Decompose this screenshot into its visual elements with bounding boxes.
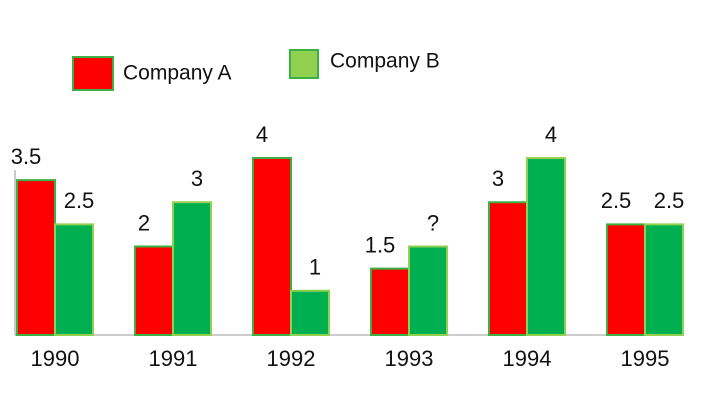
bar <box>606 223 646 336</box>
value-label: 3 <box>191 166 203 191</box>
value-label: 1.5 <box>365 232 396 257</box>
value-label: 2.5 <box>64 188 95 213</box>
bar <box>488 201 528 336</box>
x-tick-label: 1992 <box>267 346 316 371</box>
x-tick-label: 1995 <box>621 346 670 371</box>
value-label: 3.5 <box>11 144 42 169</box>
x-tick-label: 1993 <box>385 346 434 371</box>
bar <box>252 157 292 336</box>
x-tick-label: 1990 <box>31 346 80 371</box>
x-tick-label: 1991 <box>149 346 198 371</box>
bar <box>172 201 212 336</box>
bar <box>134 245 174 336</box>
value-label: 2.5 <box>601 188 632 213</box>
bar <box>408 245 448 336</box>
legend-swatch <box>289 49 319 79</box>
bar <box>370 267 410 336</box>
value-label: 1 <box>309 255 321 280</box>
value-label: ? <box>427 210 439 235</box>
legend-label: Company B <box>330 50 440 73</box>
value-label: 2.5 <box>654 188 685 213</box>
value-label: 3 <box>492 166 504 191</box>
value-label: 4 <box>545 122 557 147</box>
value-label: 4 <box>256 122 268 147</box>
legend-swatch <box>72 56 114 91</box>
bar <box>526 157 566 336</box>
value-label: 2 <box>138 210 150 235</box>
bar <box>644 223 684 336</box>
legend-label: Company A <box>123 62 232 85</box>
bar <box>54 223 94 336</box>
x-tick-label: 1994 <box>503 346 552 371</box>
bar <box>290 289 330 336</box>
bar <box>16 179 56 336</box>
